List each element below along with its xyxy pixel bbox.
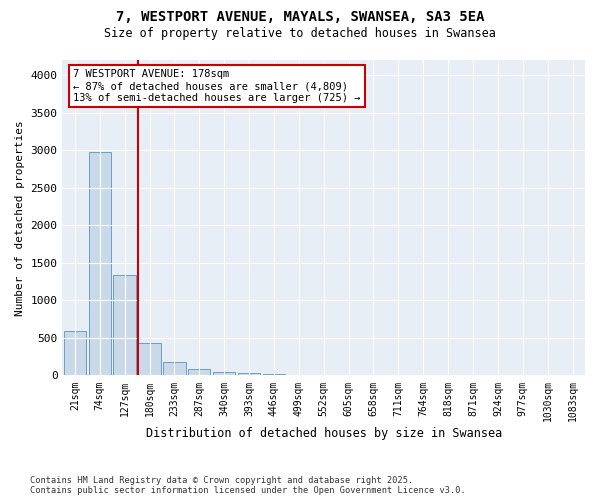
X-axis label: Distribution of detached houses by size in Swansea: Distribution of detached houses by size … bbox=[146, 427, 502, 440]
Bar bbox=[188, 369, 211, 376]
Bar bbox=[163, 362, 185, 376]
Text: Size of property relative to detached houses in Swansea: Size of property relative to detached ho… bbox=[104, 28, 496, 40]
Text: 7 WESTPORT AVENUE: 178sqm
← 87% of detached houses are smaller (4,809)
13% of se: 7 WESTPORT AVENUE: 178sqm ← 87% of detac… bbox=[73, 70, 361, 102]
Bar bbox=[139, 343, 161, 376]
Y-axis label: Number of detached properties: Number of detached properties bbox=[15, 120, 25, 316]
Bar bbox=[238, 373, 260, 376]
Bar bbox=[263, 374, 285, 376]
Bar bbox=[89, 152, 111, 376]
Bar bbox=[64, 331, 86, 376]
Text: 7, WESTPORT AVENUE, MAYALS, SWANSEA, SA3 5EA: 7, WESTPORT AVENUE, MAYALS, SWANSEA, SA3… bbox=[116, 10, 484, 24]
Bar bbox=[213, 372, 235, 376]
Bar bbox=[113, 275, 136, 376]
Text: Contains HM Land Registry data © Crown copyright and database right 2025.
Contai: Contains HM Land Registry data © Crown c… bbox=[30, 476, 466, 495]
